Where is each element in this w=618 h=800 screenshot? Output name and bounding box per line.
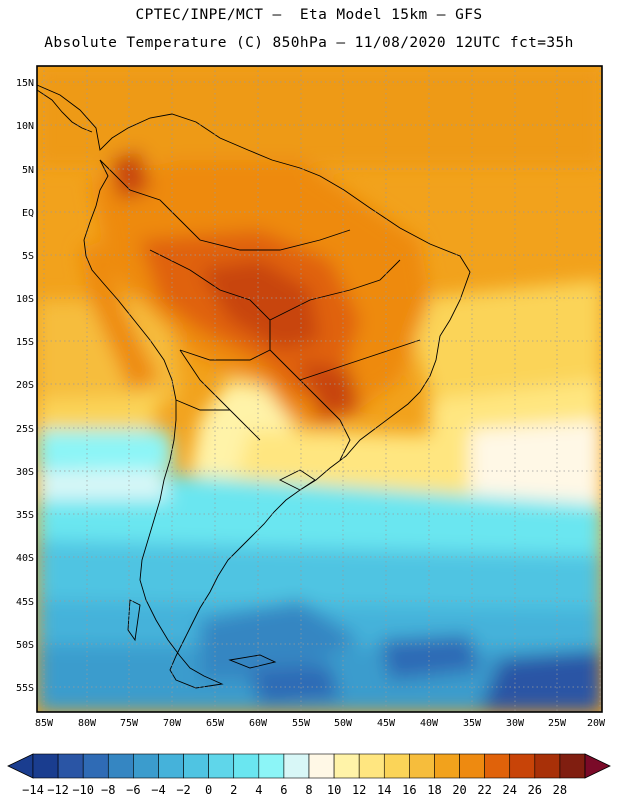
colorbar-label: −2 (176, 783, 190, 797)
colorbar-label: −8 (101, 783, 115, 797)
colorbar-cell (183, 753, 209, 779)
lat-label: 15N (16, 78, 34, 89)
lat-label: 10N (16, 121, 34, 132)
colorbar-label: 28 (553, 783, 567, 797)
colorbar-cell (534, 753, 561, 779)
colorbar-labels: −14 −12 −10 −8 −6 −4 −2 0 2 4 6 8 10 12 14 16 18 20 22 24 26… (22, 783, 567, 797)
colorbar-cell (82, 753, 109, 779)
colorbar-cell (409, 753, 435, 779)
colorbar-cell (133, 753, 159, 779)
colorbar-cell (233, 753, 260, 779)
colorbar-label: 0 (205, 783, 212, 797)
colorbar-label: 2 (230, 783, 237, 797)
lon-label: 60W (249, 718, 268, 729)
lat-label: 25S (16, 424, 34, 435)
colorbar-label: 26 (528, 783, 542, 797)
colorbar-cell (459, 753, 485, 779)
colorbar-cell (57, 753, 84, 779)
lat-label: 45S (16, 597, 34, 608)
temperature-field (37, 66, 602, 712)
lat-label: 30S (16, 467, 34, 478)
map-title-line-1: CPTEC/INPE/MCT – Eta Model 15km – GFS (135, 7, 483, 23)
colorbar-label: 10 (327, 783, 341, 797)
lon-label: 75W (120, 718, 139, 729)
colorbar-cell (509, 753, 536, 779)
colorbar-cell (158, 753, 184, 779)
colorbar-under-arrow (7, 753, 34, 779)
colorbar-label: 8 (305, 783, 312, 797)
colorbar-cell (308, 753, 335, 779)
lon-label: 35W (463, 718, 482, 729)
colorbar-label: −6 (126, 783, 140, 797)
colorbar-label: 22 (477, 783, 491, 797)
colorbar-label: −4 (151, 783, 165, 797)
colorbar-cell (107, 753, 134, 779)
colorbar-cell (434, 753, 460, 779)
colorbar-label: 4 (255, 783, 262, 797)
lat-label: 55S (16, 683, 34, 694)
colorbar-cell (383, 753, 410, 779)
colorbar-label: −12 (47, 783, 69, 797)
colorbar-cell (258, 753, 285, 779)
lat-label: 15S (16, 337, 34, 348)
colorbar-label: 24 (503, 783, 517, 797)
colorbar-cell (32, 753, 59, 779)
lon-label: 50W (334, 718, 353, 729)
lat-label: 10S (16, 294, 34, 305)
colorbar-over-arrow (584, 753, 611, 779)
colorbar-cell (559, 753, 586, 779)
colorbar-label: 16 (402, 783, 416, 797)
longitude-axis: 85W 80W 75W 70W 65W 60W 55W 50W 45W 40W … (35, 718, 606, 729)
map-title-line-2: Absolute Temperature (C) 850hPa – 11/08/… (44, 35, 574, 51)
colorbar-label: −10 (72, 783, 94, 797)
lat-label: 50S (16, 640, 34, 651)
colorbar-cells (32, 753, 586, 779)
lat-label: 35S (16, 510, 34, 521)
colorbar-label: 18 (427, 783, 441, 797)
colorbar-label: 6 (280, 783, 287, 797)
colorbar-cell (208, 753, 235, 779)
lon-label: 25W (548, 718, 567, 729)
lon-label: 65W (206, 718, 225, 729)
colorbar-label: 14 (377, 783, 391, 797)
colorbar-cell (484, 753, 511, 779)
map-frame (36, 65, 603, 713)
colorbar-label: 20 (452, 783, 466, 797)
lat-label: 40S (16, 553, 34, 564)
lat-label: 20S (16, 380, 34, 391)
colorbar-cell (283, 753, 310, 779)
lon-label: 30W (506, 718, 525, 729)
lon-label: 85W (35, 718, 54, 729)
colorbar-cell (333, 753, 360, 779)
colorbar: −14 −12 −10 −8 −6 −4 −2 0 2 4 6 8 10 12 14 16 18 20 22 24 26… (7, 753, 611, 797)
coastline-outline (37, 84, 471, 689)
lat-label: 5S (22, 251, 34, 262)
lon-label: 70W (163, 718, 182, 729)
colorbar-cell (358, 753, 385, 779)
lon-label: 40W (420, 718, 439, 729)
colorbar-label: −14 (22, 783, 44, 797)
lon-label: 80W (78, 718, 97, 729)
lon-label: 55W (292, 718, 311, 729)
lat-label: EQ (22, 208, 34, 219)
lon-label: 20W (587, 718, 606, 729)
colorbar-label: 12 (352, 783, 366, 797)
lon-label: 45W (377, 718, 396, 729)
lat-label: 5N (22, 165, 34, 176)
latitude-axis: 15N 10N 5N EQ 5S 10S 15S 20S 25S 30S 35S… (16, 78, 34, 694)
